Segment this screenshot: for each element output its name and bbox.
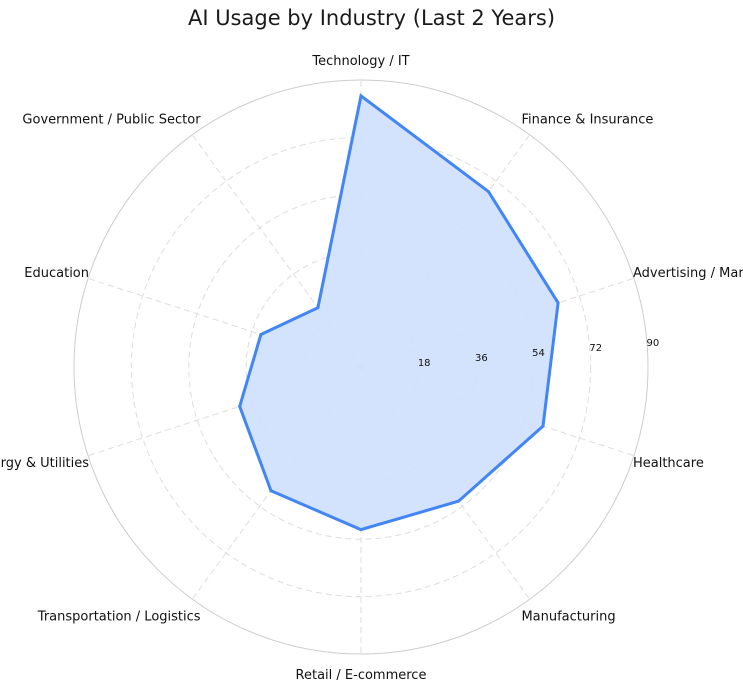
radial-tick-label: 72 bbox=[589, 343, 602, 354]
category-label: Manufacturing bbox=[521, 609, 615, 624]
radial-tick-label: 54 bbox=[532, 348, 545, 359]
data-point bbox=[359, 94, 363, 98]
category-label: Transportation / Logistics bbox=[37, 609, 201, 624]
outer-ring bbox=[73, 79, 649, 655]
series-layer bbox=[238, 93, 560, 532]
data-point bbox=[486, 190, 490, 194]
chart-title: AI Usage by Industry (Last 2 Years) bbox=[187, 6, 556, 30]
data-point bbox=[259, 332, 263, 336]
category-label: Advertising / Marketing bbox=[633, 266, 743, 281]
grid-spoke bbox=[87, 366, 362, 457]
data-point bbox=[359, 528, 363, 532]
radial-tick-label: 36 bbox=[475, 353, 488, 364]
category-label: Education bbox=[24, 266, 89, 281]
grid-spoke bbox=[191, 134, 362, 368]
data-point bbox=[456, 499, 460, 503]
data-point bbox=[541, 424, 545, 428]
radial-tick-label: 90 bbox=[647, 338, 660, 349]
data-point bbox=[556, 301, 560, 305]
category-label: Healthcare bbox=[633, 456, 704, 471]
category-label: Government / Public Sector bbox=[22, 113, 201, 128]
radial-tick-label: 18 bbox=[418, 358, 431, 369]
grid-spoke bbox=[87, 277, 362, 368]
data-point bbox=[238, 404, 242, 408]
data-point bbox=[269, 489, 273, 493]
category-label: Energy & Utilities bbox=[0, 456, 89, 471]
category-label: Technology / IT bbox=[311, 54, 409, 69]
category-label: Retail / E-commerce bbox=[296, 668, 427, 683]
category-label: Finance & Insurance bbox=[521, 113, 653, 128]
data-point bbox=[316, 306, 320, 310]
label-layer: 18 36 54 72 90 Technology / IT Finance & Insur… bbox=[0, 54, 743, 683]
